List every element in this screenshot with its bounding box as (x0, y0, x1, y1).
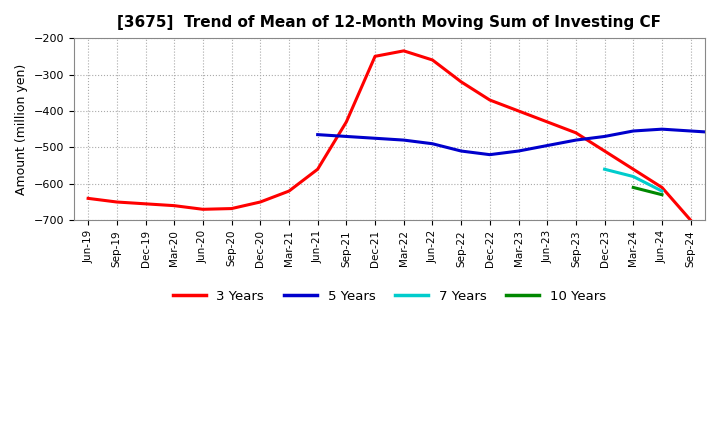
Y-axis label: Amount (million yen): Amount (million yen) (15, 63, 28, 195)
Legend: 3 Years, 5 Years, 7 Years, 10 Years: 3 Years, 5 Years, 7 Years, 10 Years (168, 285, 611, 308)
Title: [3675]  Trend of Mean of 12-Month Moving Sum of Investing CF: [3675] Trend of Mean of 12-Month Moving … (117, 15, 662, 30)
